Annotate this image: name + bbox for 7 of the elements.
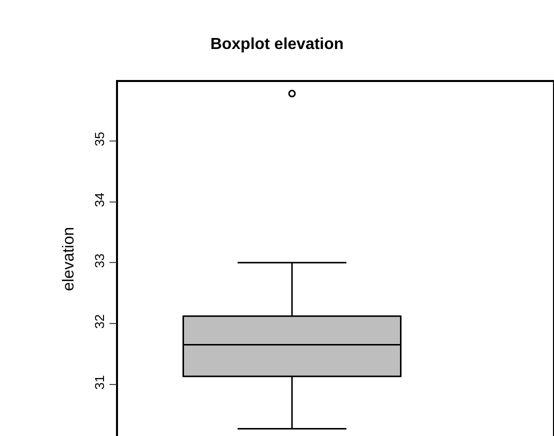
- y-axis-title: elevation: [60, 226, 78, 292]
- y-tick-label: 31: [92, 375, 108, 390]
- y-tick-label: 33: [92, 253, 108, 268]
- chart-title: Boxplot elevation: [210, 36, 344, 54]
- y-tick-label: 32: [92, 314, 108, 329]
- y-tick-label: 35: [92, 132, 108, 146]
- y-tick-label: 34: [92, 192, 108, 208]
